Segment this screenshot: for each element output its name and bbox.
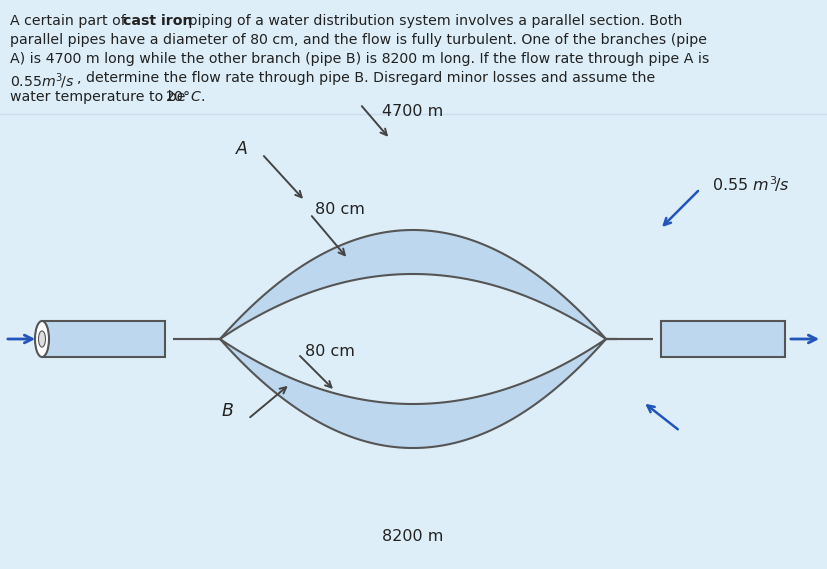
- Text: parallel pipes have a diameter of 80 cm, and the flow is fully turbulent. One of: parallel pipes have a diameter of 80 cm,…: [10, 33, 707, 47]
- Text: cast iron: cast iron: [123, 14, 193, 28]
- Text: 4700 m: 4700 m: [382, 104, 443, 119]
- Polygon shape: [220, 230, 606, 339]
- Text: water temperature to be: water temperature to be: [10, 90, 190, 104]
- Text: $20°C$: $20°C$: [165, 90, 202, 104]
- Text: A) is 4700 m long while the other branch (pipe B) is 8200 m long. If the flow ra: A) is 4700 m long while the other branch…: [10, 52, 710, 66]
- Text: .: .: [201, 90, 205, 104]
- Text: , determine the flow rate through pipe B. Disregard minor losses and assume the: , determine the flow rate through pipe B…: [77, 71, 655, 85]
- Text: 80 cm: 80 cm: [315, 201, 365, 216]
- Text: A: A: [237, 140, 248, 158]
- Text: 80 cm: 80 cm: [305, 344, 355, 358]
- Text: $0.55\ m^3\!/s$: $0.55\ m^3\!/s$: [712, 174, 790, 194]
- Text: piping of a water distribution system involves a parallel section. Both: piping of a water distribution system in…: [184, 14, 682, 28]
- Text: B: B: [221, 402, 233, 420]
- Polygon shape: [220, 339, 606, 448]
- Text: A certain part of: A certain part of: [10, 14, 130, 28]
- Ellipse shape: [35, 321, 49, 357]
- Text: $0.55m^3\!/s$: $0.55m^3\!/s$: [10, 71, 74, 90]
- Polygon shape: [661, 321, 785, 357]
- Ellipse shape: [39, 331, 45, 347]
- Text: 8200 m: 8200 m: [382, 529, 444, 544]
- Polygon shape: [42, 321, 165, 357]
